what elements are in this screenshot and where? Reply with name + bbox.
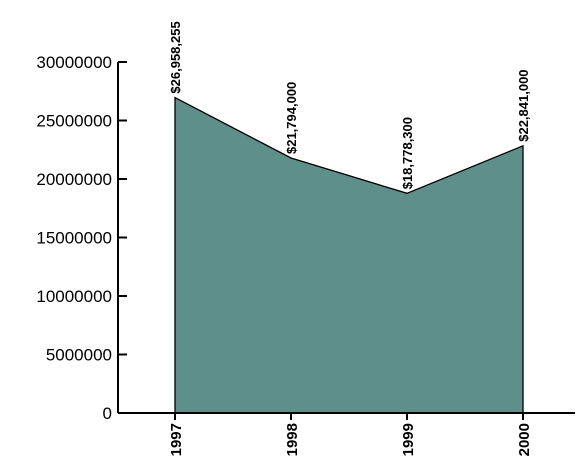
y-tick-label: 30000000 <box>36 53 112 72</box>
x-axis: 1997 1998 1999 2000 <box>118 412 575 456</box>
area-series <box>174 96 524 414</box>
plot-area <box>174 96 524 414</box>
data-label: $26,958,255 <box>168 21 183 93</box>
y-axis: 0 5000000 10000000 15000000 20000000 25000000… <box>36 53 127 423</box>
data-labels: $26,958,255 $21,794,000 $18,778,300 $22,841… <box>168 21 531 189</box>
y-tick-label: 10000000 <box>36 287 112 306</box>
x-tick-label: 1997 <box>168 423 185 456</box>
data-label: $22,841,000 <box>516 69 531 141</box>
y-tick-label: 25000000 <box>36 112 112 131</box>
x-tick-label: 2000 <box>516 423 533 456</box>
y-tick-label: 20000000 <box>36 170 112 189</box>
y-tick-label: 5000000 <box>46 346 112 365</box>
x-tick-label: 1999 <box>400 423 417 456</box>
data-label: $18,778,300 <box>400 117 415 189</box>
data-label: $21,794,000 <box>284 82 299 154</box>
y-tick-label: 0 <box>103 404 112 423</box>
x-tick-label: 1998 <box>284 423 301 456</box>
y-tick-label: 15000000 <box>36 229 112 248</box>
